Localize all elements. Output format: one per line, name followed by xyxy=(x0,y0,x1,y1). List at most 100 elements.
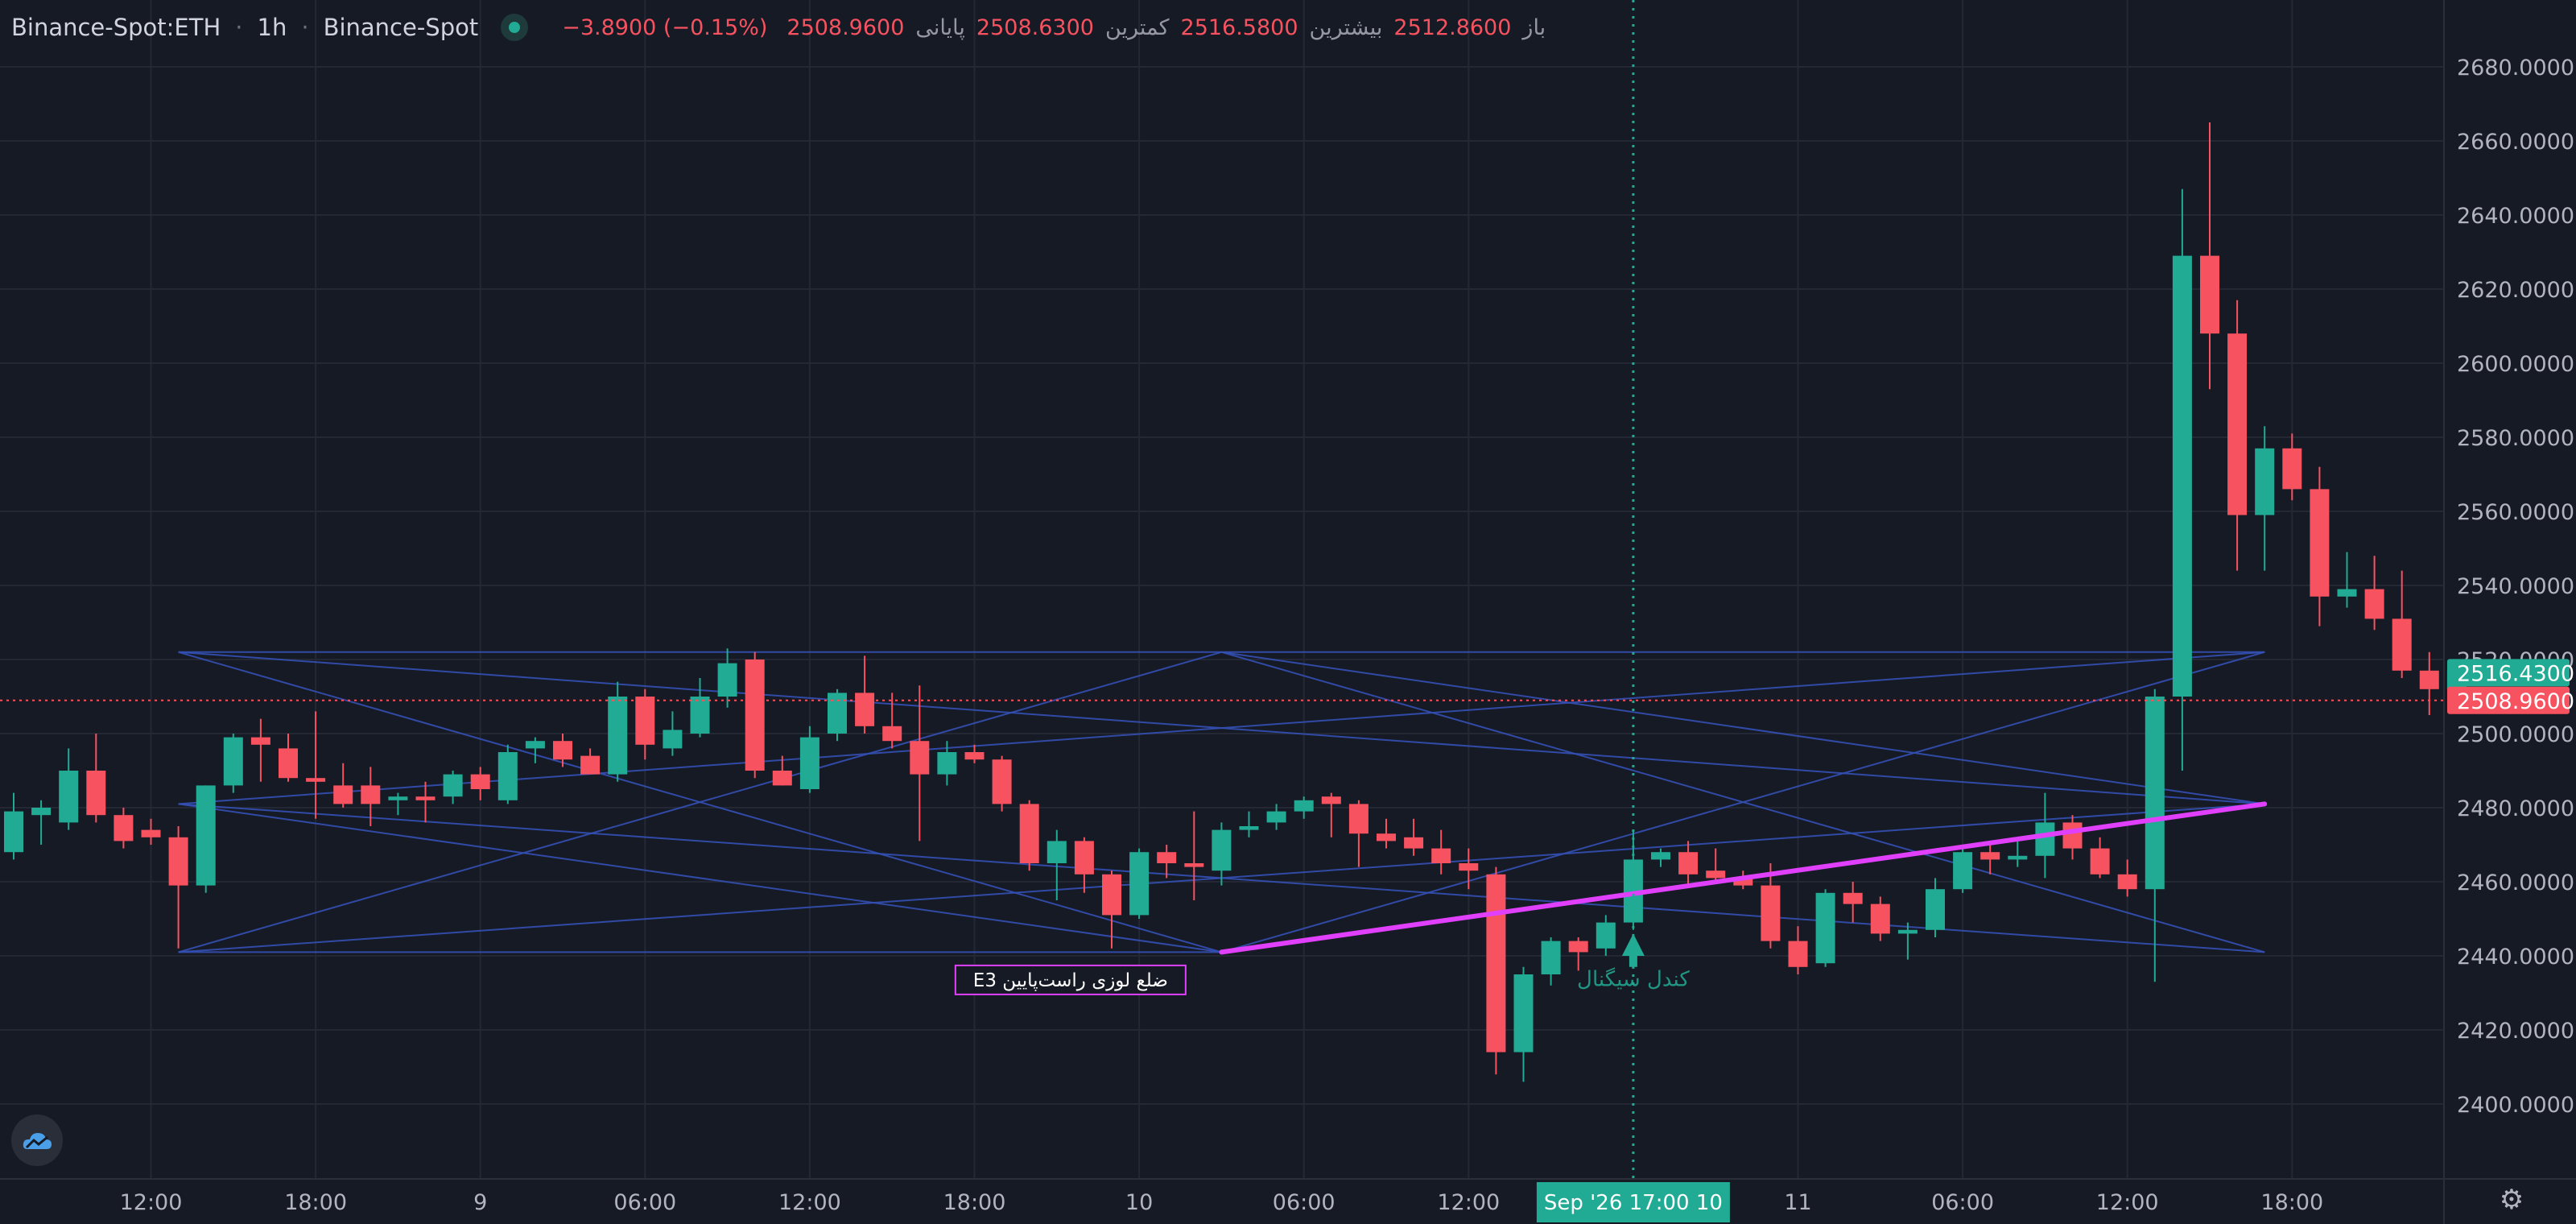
candle xyxy=(1926,878,1945,937)
candle-body xyxy=(2172,255,2192,697)
symbol-name[interactable]: Binance-Spot:ETH xyxy=(11,14,221,41)
y-tick-label: 2660.0000 xyxy=(2457,130,2574,155)
pattern-line xyxy=(1221,651,2265,953)
candle xyxy=(553,734,572,767)
candle-body xyxy=(86,771,106,816)
candle-body xyxy=(1377,833,1396,842)
candle xyxy=(1294,796,1314,819)
separator: · xyxy=(235,14,243,41)
cloud-logo-icon[interactable] xyxy=(11,1114,63,1166)
y-tick-label: 2560.0000 xyxy=(2457,500,2574,525)
change-value: −3.8900 (−0.15%) xyxy=(562,14,768,40)
grid xyxy=(0,0,2444,1179)
candle xyxy=(470,767,490,800)
y-tick-label: 2500.0000 xyxy=(2457,722,2574,747)
high-label: بیشترین xyxy=(1309,14,1383,40)
candle xyxy=(2364,556,2384,631)
candle-body xyxy=(59,771,79,823)
interval-label[interactable]: 1h xyxy=(257,14,287,41)
candle-body xyxy=(910,741,930,775)
y-tick-label: 2400.0000 xyxy=(2457,1093,2574,1118)
candle-body xyxy=(1404,837,1424,849)
candle xyxy=(828,688,847,742)
candle-body xyxy=(1651,852,1670,860)
candle xyxy=(1239,811,1259,837)
candle-body xyxy=(1459,863,1479,871)
candle xyxy=(333,763,353,808)
candle-body xyxy=(1706,870,1726,879)
signal-label: کندل سیگنال xyxy=(1577,967,1690,992)
ohlc-values: باز 2512.8600 بیشترین 2516.5800 کمترین 2… xyxy=(562,15,1546,40)
candle-body xyxy=(1486,874,1506,1052)
separator: · xyxy=(301,14,309,41)
candle xyxy=(1843,882,1863,923)
gear-icon[interactable]: ⚙ xyxy=(2499,1184,2524,1216)
overlays: E3 ضلع لوزی راست‌پایین کندل سیگنال xyxy=(0,0,2444,1179)
candle xyxy=(580,748,601,775)
candle-body xyxy=(2255,448,2275,515)
candle xyxy=(1596,915,1616,956)
candle-body xyxy=(1019,804,1039,863)
candle xyxy=(663,711,683,756)
candle xyxy=(2255,426,2275,571)
candle-body xyxy=(717,663,737,697)
candle xyxy=(388,792,408,816)
candle xyxy=(2227,300,2248,571)
candle-body xyxy=(772,771,792,786)
candle-body xyxy=(1321,796,1341,804)
candle-body xyxy=(1733,878,1753,886)
candle xyxy=(1212,822,1232,886)
candle xyxy=(2200,122,2219,390)
x-tick-label: 18:00 xyxy=(943,1190,1006,1215)
candle-body xyxy=(1761,885,1781,941)
candle-body xyxy=(635,697,655,745)
status-dot-icon xyxy=(501,14,529,41)
price-label: 2508.9600 xyxy=(2457,689,2574,714)
candle xyxy=(2062,815,2083,860)
y-tick-label: 2540.0000 xyxy=(2457,574,2574,599)
candle xyxy=(114,808,134,849)
candle-body xyxy=(1926,889,1945,930)
candle-body xyxy=(580,755,601,775)
candle xyxy=(1019,800,1039,871)
candle-body xyxy=(964,752,985,760)
candle xyxy=(1953,845,1973,893)
x-tick-label: 18:00 xyxy=(284,1190,347,1215)
x-tick-label: 12:00 xyxy=(120,1190,183,1215)
candle-body xyxy=(1074,841,1094,875)
candle xyxy=(1897,922,1918,960)
candle xyxy=(306,711,326,819)
candle xyxy=(690,678,710,738)
close-value: 2508.9600 xyxy=(786,14,905,40)
price-label-box xyxy=(2447,686,2570,714)
candle-body xyxy=(992,759,1012,804)
candle xyxy=(250,718,270,782)
close-label: پایانی xyxy=(915,14,965,40)
y-tick-label: 2480.0000 xyxy=(2457,796,2574,821)
candle-body xyxy=(799,737,819,789)
candle xyxy=(86,734,106,823)
candle xyxy=(2145,688,2165,982)
candle xyxy=(1321,792,1341,837)
pattern-line xyxy=(1221,651,2265,805)
candle-body xyxy=(937,752,957,775)
candle xyxy=(1815,889,1835,967)
candle xyxy=(1404,818,1424,856)
candle-body xyxy=(882,726,902,742)
candle-body xyxy=(608,697,628,775)
candle-body xyxy=(1596,922,1616,949)
candle-body xyxy=(1239,826,1259,830)
candle xyxy=(1431,829,1451,875)
candle xyxy=(2310,466,2330,626)
candle xyxy=(223,734,243,793)
candle-body xyxy=(306,778,326,782)
candle xyxy=(1129,848,1150,919)
candle xyxy=(4,792,23,860)
candle xyxy=(279,734,298,782)
candle-body xyxy=(2419,670,2439,689)
candle-body xyxy=(2090,848,2110,875)
candle-body xyxy=(2337,589,2357,597)
